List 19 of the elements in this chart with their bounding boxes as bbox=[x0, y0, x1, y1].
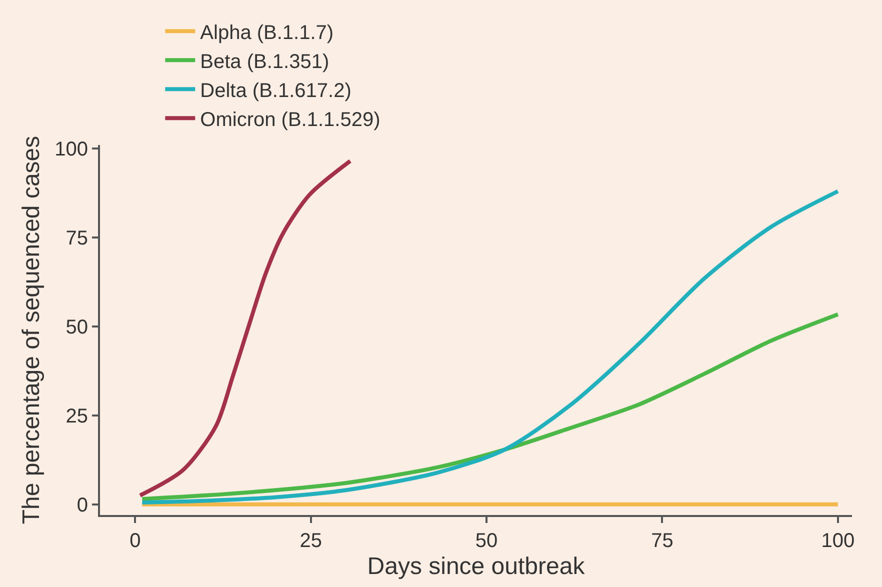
line-series bbox=[140, 189, 840, 505]
legend-label: Delta (B.1.617.2) bbox=[200, 80, 352, 102]
y-axis-title: The percentage of sequenced cases bbox=[18, 136, 46, 524]
legend-label: Beta (B.1.351) bbox=[200, 50, 330, 73]
x-tick-label: 50 bbox=[475, 530, 498, 552]
legend-label: Omicron (B.1.1.529) bbox=[200, 108, 380, 131]
y-tick-label: 25 bbox=[66, 405, 88, 428]
x-tick-label: 100 bbox=[821, 530, 855, 552]
y-tick-label: 50 bbox=[66, 316, 88, 338]
y-tick-label: 75 bbox=[66, 228, 88, 250]
x-axis-title: Days since outbreak bbox=[367, 552, 586, 580]
line-series bbox=[140, 312, 840, 501]
x-tick-label: 0 bbox=[130, 530, 141, 552]
x-tick-label: 75 bbox=[651, 530, 674, 552]
line-series bbox=[138, 159, 352, 498]
x-tick-label: 25 bbox=[300, 530, 322, 552]
legend-label: Alpha (B.1.1.7) bbox=[200, 22, 334, 44]
y-tick-label: 0 bbox=[76, 494, 88, 516]
y-tick-label: 100 bbox=[54, 138, 88, 161]
